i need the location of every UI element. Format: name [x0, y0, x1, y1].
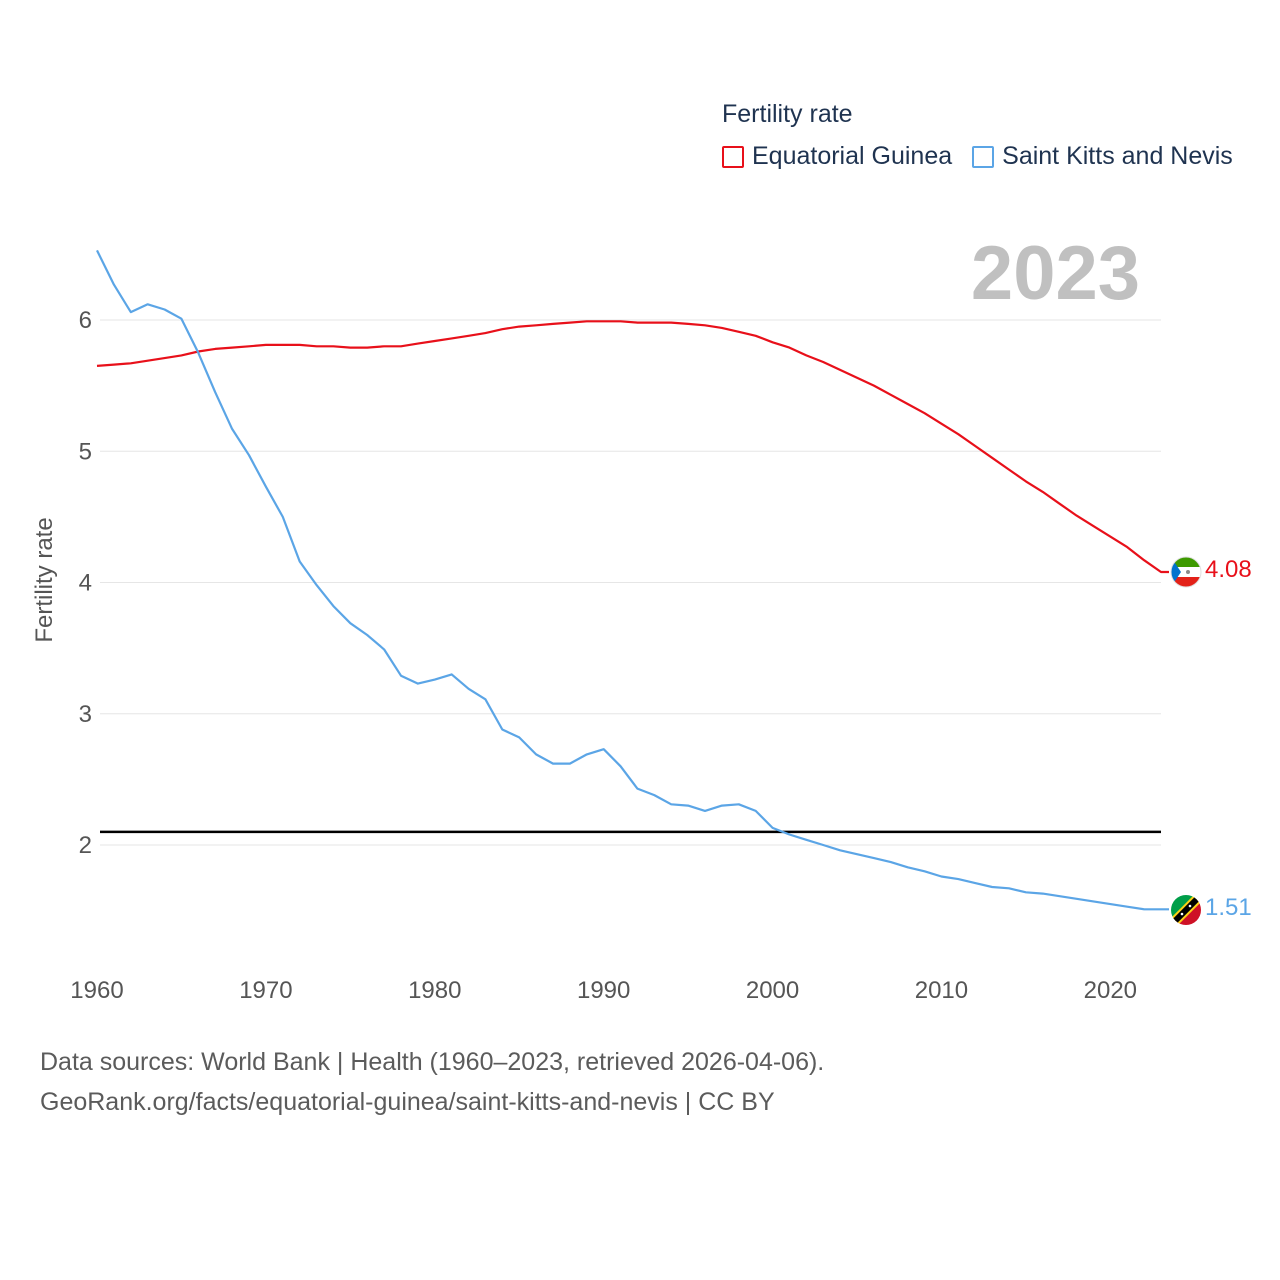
x-tick-label: 2010 [915, 977, 968, 1004]
legend-item-saint-kitts-and-nevis[interactable]: Saint Kitts and Nevis [972, 142, 1233, 171]
legend-swatch-saint-kitts-and-nevis [972, 145, 995, 168]
x-tick-label: 1980 [408, 977, 461, 1004]
x-tick-label: 1970 [239, 977, 292, 1004]
saint-kitts-and-nevis-flag-icon [1171, 895, 1201, 925]
y-tick-label: 6 [79, 307, 92, 334]
legend-label-equatorial-guinea: Equatorial Guinea [752, 142, 953, 170]
y-tick-label: 5 [79, 438, 92, 465]
saint-kitts-and-nevis-end-label: 1.51 [1205, 894, 1252, 921]
source-line-1: Data sources: World Bank | Health (1960–… [40, 1048, 825, 1076]
y-axis-label: Fertility rate [31, 517, 58, 642]
x-tick-label: 1990 [577, 977, 630, 1004]
series-line-saint-kitts-and-nevis [96, 249, 1169, 911]
legend-title: Fertility rate [722, 100, 853, 128]
y-tick-label: 2 [79, 832, 92, 859]
y-tick-label: 4 [79, 570, 92, 597]
legend-label-saint-kitts-and-nevis: Saint Kitts and Nevis [1002, 142, 1233, 170]
legend-swatch-equatorial-guinea [722, 145, 744, 168]
legend-item-equatorial-guinea[interactable]: Equatorial Guinea [722, 142, 952, 171]
source-note: Data sources: World Bank | Health (1960–… [40, 1042, 824, 1122]
x-tick-label: 2020 [1084, 977, 1137, 1004]
source-line-2[interactable]: GeoRank.org/facts/equatorial-guinea/sain… [40, 1088, 775, 1116]
equatorial-guinea-end-label: 4.08 [1205, 556, 1252, 583]
x-tick-label: 1960 [70, 977, 123, 1004]
x-tick-label: 2000 [746, 977, 799, 1004]
y-tick-label: 3 [79, 701, 92, 728]
series-line-equatorial-guinea [96, 320, 1169, 574]
legend: Equatorial Guinea Saint Kitts and Nevis [722, 142, 1253, 171]
current-year-label: 2023 [970, 231, 1140, 316]
